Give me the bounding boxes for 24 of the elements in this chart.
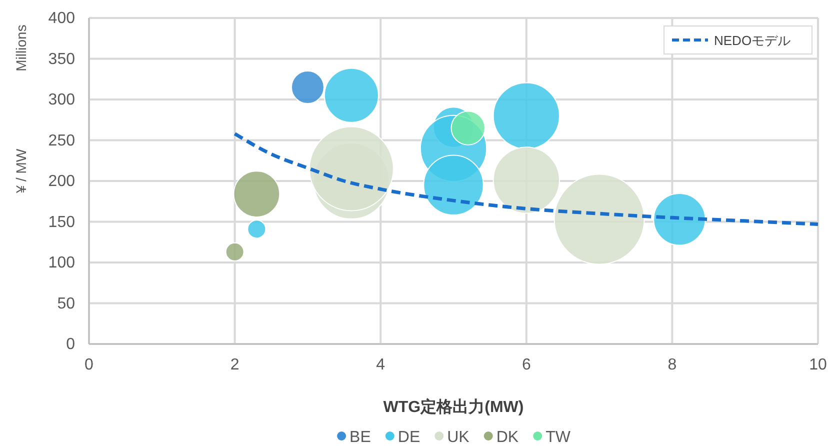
- y-tick-label: 200: [48, 173, 76, 190]
- y-tick-label: 300: [48, 92, 76, 109]
- y-tick-label: 150: [48, 214, 76, 231]
- x-tick-label: 0: [84, 356, 94, 374]
- legend-label: DK: [496, 429, 519, 446]
- y-tick-label: 50: [57, 295, 76, 312]
- text: Millions: [13, 24, 29, 72]
- y-axis-title: ¥ / MW: [13, 148, 29, 194]
- x-tick-label: 8: [668, 356, 677, 374]
- y-tick-label: 400: [48, 10, 76, 28]
- y-tick-label: 250: [48, 132, 76, 150]
- y-tick-label: 0: [66, 336, 76, 354]
- y-tick-label: 100: [48, 254, 76, 272]
- legend-label: BE: [350, 429, 371, 446]
- x-tick-label: 6: [522, 356, 531, 374]
- x-tick-label: 10: [809, 356, 827, 374]
- y-tick-label: 350: [48, 50, 76, 68]
- x-tick-label: 2: [230, 356, 240, 374]
- x-axis-title: WTG定格出力(MW): [383, 398, 524, 416]
- legend-label: DE: [398, 429, 420, 446]
- legend-label: TW: [546, 429, 572, 446]
- legend-label: UK: [447, 429, 470, 446]
- legend-label: NEDOモデル: [714, 33, 791, 48]
- x-tick-label: 4: [376, 356, 386, 374]
